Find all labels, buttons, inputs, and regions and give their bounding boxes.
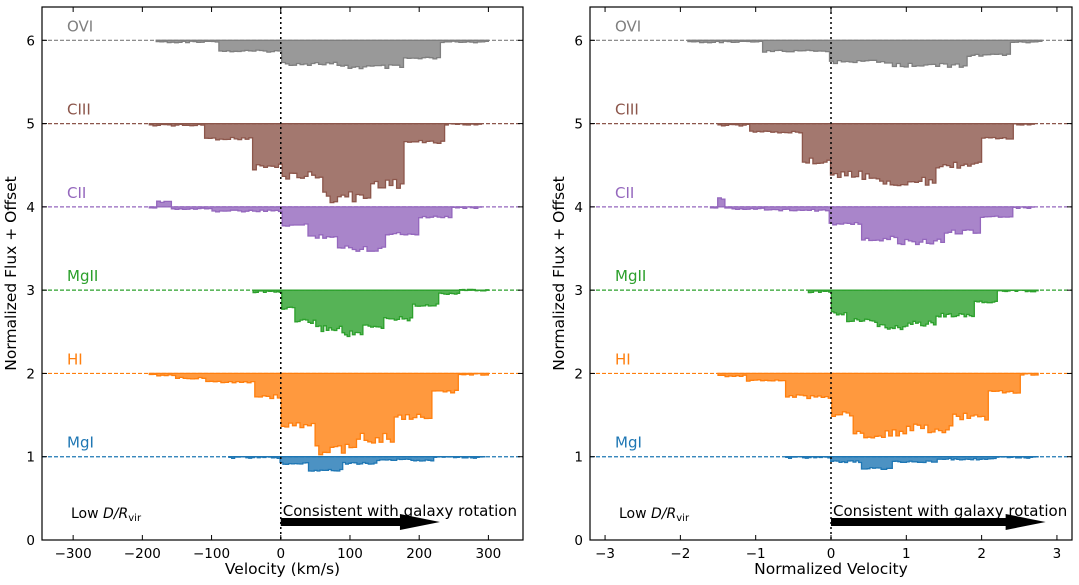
- spectrum-hi: [148, 372, 490, 456]
- x-tick-label: 0: [827, 546, 836, 562]
- label-ciii: CIII: [615, 101, 639, 119]
- left-panel-velocity: OVI CIII CII MgII HI MgI Consistent with galax…: [2, 6, 524, 578]
- spectrum-mgi: [785, 456, 1039, 470]
- spectrum-cii: [148, 200, 483, 252]
- y-tick-label: 6: [574, 33, 583, 49]
- y-axis-label: Normalized Flux + Offset: [550, 176, 568, 370]
- y-tick-label: 3: [574, 283, 583, 299]
- label-hi: HI: [615, 350, 631, 368]
- annotation-low-d-rvir: Low D/Rvir: [619, 506, 690, 524]
- x-tick-label: −200: [124, 546, 161, 562]
- annotation-low-d-rvir: Low D/Rvir: [71, 506, 142, 524]
- annotation-rotation: Consistent with galaxy rotation: [283, 502, 517, 520]
- rotation-arrow: [280, 514, 440, 530]
- annotation-sub: vir: [676, 513, 690, 524]
- x-tick-label: 3: [1053, 546, 1062, 562]
- annotation-ratio: D/R: [651, 506, 676, 522]
- annotation-sub: vir: [128, 513, 142, 524]
- y-tick-label: 5: [574, 117, 583, 133]
- y-tick-label: 2: [574, 366, 583, 382]
- annotation-low: Low: [619, 506, 651, 522]
- label-hi: HI: [67, 350, 83, 368]
- spectrum-mgii: [807, 289, 1039, 331]
- y-tick-label: 4: [26, 200, 35, 216]
- right-panel-normalized-velocity: OVI CIII CII MgII HI MgI Consistent with galax…: [550, 6, 1073, 578]
- label-ciii: CIII: [67, 101, 91, 119]
- spectrum-hi: [717, 372, 1039, 439]
- spectrum-ciii: [717, 122, 1035, 187]
- y-tick-label: 3: [26, 283, 35, 299]
- y-tick-label: 0: [26, 533, 35, 549]
- x-tick-label: −3: [595, 546, 615, 562]
- spectrum-mgii: [252, 288, 490, 338]
- y-tick-label: 1: [26, 450, 35, 466]
- annotation-ratio: D/R: [103, 506, 128, 522]
- spectrum-mgi: [228, 456, 486, 472]
- y-tick-label: 1: [574, 450, 583, 466]
- x-tick-label: −300: [55, 546, 92, 562]
- rotation-arrow: [831, 514, 1046, 530]
- x-tick-label: −2: [670, 546, 690, 562]
- label-mgi: MgI: [67, 434, 94, 452]
- x-tick-label: 200: [406, 546, 432, 562]
- x-axis-label: Normalized Velocity: [754, 560, 908, 578]
- label-mgi: MgI: [615, 434, 642, 452]
- plot-frame: [41, 6, 524, 541]
- annotation-low: Low: [71, 506, 103, 522]
- x-tick-label: 1: [902, 546, 911, 562]
- label-mgii: MgII: [615, 267, 646, 285]
- y-tick-label: 2: [26, 366, 35, 382]
- x-axis-label: Velocity (km/s): [225, 560, 340, 578]
- x-tick-label: 300: [476, 546, 502, 562]
- y-tick-label: 6: [26, 33, 35, 49]
- x-tick-label: −1: [746, 546, 766, 562]
- spectrum-cii: [709, 197, 1035, 246]
- spectrum-ciii: [148, 122, 483, 204]
- label-ovi: OVI: [67, 17, 93, 35]
- x-tick-label: −100: [193, 546, 230, 562]
- label-mgii: MgII: [67, 267, 98, 285]
- x-tick-label: 100: [337, 546, 363, 562]
- y-tick-label: 4: [574, 200, 583, 216]
- spectrum-ovi: [687, 39, 1043, 68]
- y-tick-label: 5: [26, 117, 35, 133]
- y-tick-label: 0: [574, 533, 583, 549]
- x-tick-label: 0: [276, 546, 285, 562]
- spectrum-ovi: [155, 39, 490, 70]
- label-ovi: OVI: [615, 17, 641, 35]
- y-axis-label: Normalized Flux + Offset: [2, 176, 20, 370]
- annotation-rotation: Consistent with galaxy rotation: [833, 502, 1067, 520]
- label-cii: CII: [615, 184, 634, 202]
- x-tick-label: 2: [977, 546, 986, 562]
- label-cii: CII: [67, 184, 86, 202]
